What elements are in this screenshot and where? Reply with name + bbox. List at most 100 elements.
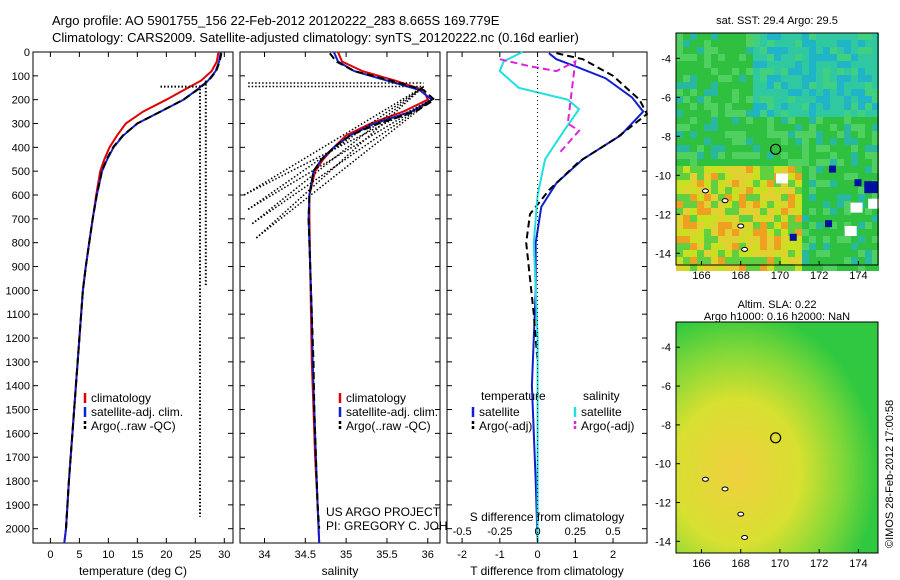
- map-cell: [830, 54, 837, 61]
- map-cell: [697, 40, 704, 47]
- map-cell: [704, 229, 711, 236]
- map-cell: [781, 166, 788, 173]
- map-cell: [746, 208, 753, 215]
- map-cell: [732, 138, 739, 145]
- y-tick-label: 400: [12, 142, 30, 154]
- map-cell: [851, 68, 858, 75]
- map-cell: [851, 173, 858, 180]
- map-cell: [774, 194, 781, 201]
- map-cell: [851, 152, 858, 159]
- map-cell: [725, 103, 732, 110]
- map-cell: [725, 110, 732, 117]
- map-cell: [788, 243, 795, 250]
- y-tick-label: 300: [12, 119, 30, 131]
- map-cell: [676, 243, 683, 250]
- map-cell: [711, 229, 718, 236]
- map-cell: [767, 187, 774, 194]
- map-cell: [704, 96, 711, 103]
- map-cell: [774, 131, 781, 138]
- map-cell: [851, 243, 858, 250]
- map-cell: [746, 215, 753, 222]
- map-cell: [753, 215, 760, 222]
- map-cell: [816, 243, 823, 250]
- map-cell: [837, 61, 844, 68]
- map-cell: [704, 250, 711, 257]
- map-cell: [774, 117, 781, 124]
- map-title: sat. SST: 29.4 Argo: 29.5: [716, 15, 838, 27]
- map-cell: [739, 68, 746, 75]
- map-cell: [781, 138, 788, 145]
- map-cell: [851, 222, 858, 229]
- map-cell: [816, 89, 823, 96]
- map-cell: [795, 117, 802, 124]
- map-cell: [711, 89, 718, 96]
- map-cell: [725, 82, 732, 89]
- map-cell: [718, 124, 725, 131]
- map-cell: [697, 68, 704, 75]
- annotation: US ARGO PROJECT: [326, 505, 441, 519]
- map-cell: [718, 180, 725, 187]
- map-cell: [683, 68, 690, 75]
- map-cell: [802, 257, 809, 264]
- map-cell: [858, 250, 865, 257]
- series-line-2: [65, 52, 223, 529]
- map-cell: [767, 166, 774, 173]
- map-cell: [676, 180, 683, 187]
- map-cell: [704, 75, 711, 82]
- map-cell: [760, 215, 767, 222]
- map-cell: [732, 159, 739, 166]
- map-cell: [725, 159, 732, 166]
- map-cell: [872, 124, 879, 131]
- map-cell: [823, 201, 830, 208]
- map-cell: [830, 68, 837, 75]
- map-cell: [683, 75, 690, 82]
- map-cell: [760, 243, 767, 250]
- map-cell: [711, 215, 718, 222]
- map-cell: [718, 96, 725, 103]
- map-cell: [704, 215, 711, 222]
- map-cell: [753, 229, 760, 236]
- map-cell: [683, 89, 690, 96]
- map-cell: [676, 47, 683, 54]
- map-cell: [851, 110, 858, 117]
- map-cell: [816, 194, 823, 201]
- map-cell: [788, 103, 795, 110]
- map-cell: [851, 250, 858, 257]
- map-cell: [837, 54, 844, 61]
- map-cell: [802, 117, 809, 124]
- map-cell: [690, 173, 697, 180]
- map-cell: [739, 201, 746, 208]
- map-cell: [872, 166, 879, 173]
- map-cell: [844, 166, 851, 173]
- map-cell: [844, 264, 851, 271]
- map-cell: [830, 33, 837, 40]
- map-cell: [865, 229, 872, 236]
- header-line2: Climatology: CARS2009. Satellite-adjuste…: [52, 30, 579, 45]
- map-cell: [725, 117, 732, 124]
- map-cell: [795, 250, 802, 257]
- map-cell: [711, 117, 718, 124]
- x-tick-label: 170: [771, 270, 789, 282]
- island: [741, 246, 749, 252]
- map-cell: [823, 110, 830, 117]
- map-cell: [816, 110, 823, 117]
- map-cell: [753, 75, 760, 82]
- map-cell: [746, 145, 753, 152]
- map-cell: [753, 82, 760, 89]
- map-cell: [830, 215, 837, 222]
- map-cell: [844, 201, 851, 208]
- map-cell: [760, 201, 767, 208]
- map-cell: [760, 110, 767, 117]
- map-cell: [683, 33, 690, 40]
- map-cell: [739, 61, 746, 68]
- map-cell: [788, 194, 795, 201]
- map-cell: [816, 61, 823, 68]
- map-cell: [802, 159, 809, 166]
- map-cell: [781, 117, 788, 124]
- map-cell: [746, 110, 753, 117]
- map-cell: [809, 96, 816, 103]
- map-cell: [837, 243, 844, 250]
- x2-tick-label: 0.5: [605, 526, 620, 538]
- map-subtitle: Argo h1000: 0.16 h2000: NaN: [704, 311, 850, 323]
